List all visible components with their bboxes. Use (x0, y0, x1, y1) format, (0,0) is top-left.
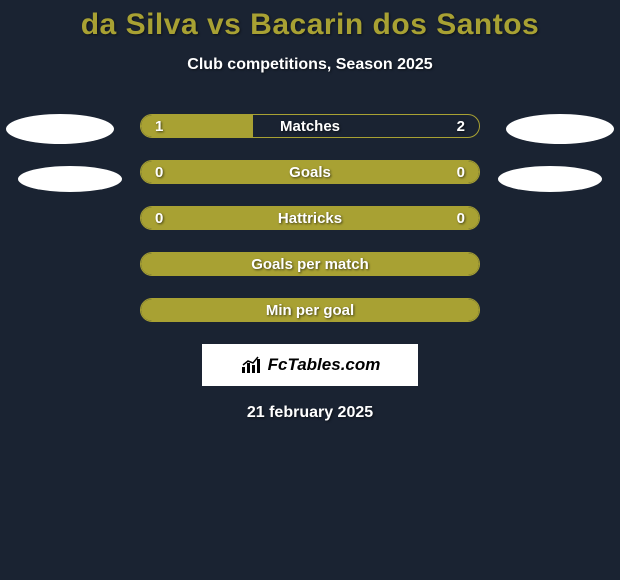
stat-label: Min per goal (266, 302, 354, 319)
stat-row-goals-per-match: Goals per match (140, 252, 480, 276)
source-logo: FcTables.com (202, 344, 418, 386)
subtitle: Club competitions, Season 2025 (0, 56, 620, 74)
stat-label: Goals (289, 164, 331, 181)
stat-row-hattricks: 0 Hattricks 0 (140, 206, 480, 230)
stat-left-value: 1 (155, 118, 163, 135)
stat-label: Goals per match (251, 256, 369, 273)
stat-left-value: 0 (155, 210, 163, 227)
chart-icon (240, 355, 264, 375)
stat-row-matches: 1 Matches 2 (140, 114, 480, 138)
player-oval-right-2 (498, 166, 602, 192)
page-title: da Silva vs Bacarin dos Santos (0, 8, 620, 42)
stat-row-goals: 0 Goals 0 (140, 160, 480, 184)
stat-label: Matches (280, 118, 340, 135)
stat-right-value: 2 (457, 118, 465, 135)
player-oval-right-1 (506, 114, 614, 144)
logo-text: FcTables.com (268, 355, 381, 375)
stat-right-value: 0 (457, 164, 465, 181)
player-oval-left-1 (6, 114, 114, 144)
stat-row-min-per-goal: Min per goal (140, 298, 480, 322)
stat-left-value: 0 (155, 164, 163, 181)
player-oval-left-2 (18, 166, 122, 192)
comparison-infographic: da Silva vs Bacarin dos Santos Club comp… (0, 0, 620, 422)
stat-right-value: 0 (457, 210, 465, 227)
stats-area: 1 Matches 2 0 Goals 0 0 Hattricks 0 Goal… (0, 114, 620, 422)
date-label: 21 february 2025 (0, 404, 620, 422)
stat-label: Hattricks (278, 210, 342, 227)
